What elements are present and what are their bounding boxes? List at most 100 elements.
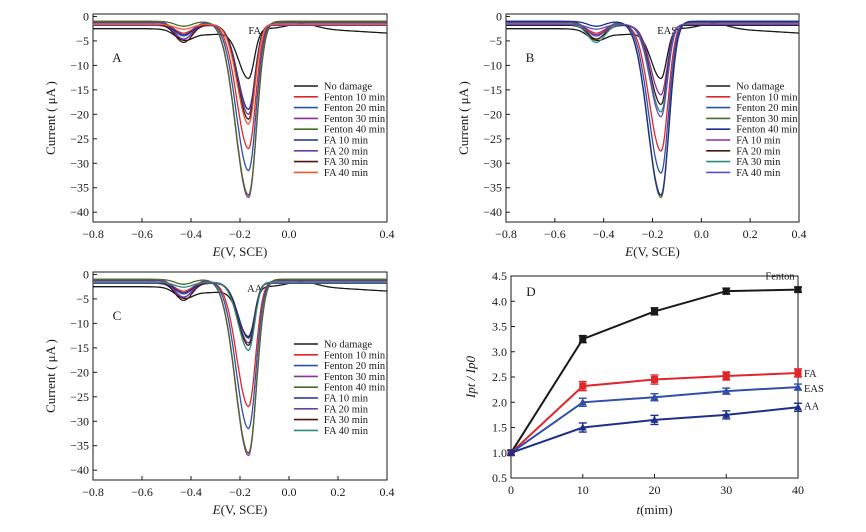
y-tick-label: −25 xyxy=(483,132,502,146)
x-tick-label: 30 xyxy=(720,483,732,497)
y-tick-label: −30 xyxy=(483,156,502,170)
legend-label: FA 30 min xyxy=(324,157,369,168)
y-tick-label: 2.0 xyxy=(492,395,507,409)
legend-label: No damage xyxy=(736,82,784,93)
data-point xyxy=(578,423,587,431)
legend-label: Fenton 40 min xyxy=(324,383,386,394)
panel-c: 0 −5 −10 −15 −20 −25 −30 −35 −40 −0.8 −0.6 −0.4 −0.2… xyxy=(43,267,395,517)
legend-label: FA 20 min xyxy=(324,404,369,415)
y-tick-label: −30 xyxy=(70,414,89,428)
data-point xyxy=(578,398,587,406)
y-tick-label: 2.5 xyxy=(492,370,507,384)
x-axis-label-unit: (V, SCE) xyxy=(221,244,268,259)
data-point xyxy=(794,286,802,294)
data-point xyxy=(722,372,730,380)
data-point xyxy=(722,287,730,295)
curve-fenton-20-min xyxy=(93,279,387,430)
data-point xyxy=(794,403,802,411)
data-point xyxy=(507,448,515,456)
y-tick-label: 0 xyxy=(83,267,89,281)
x-tick-label: 0.4 xyxy=(380,227,395,241)
legend-label: FA 30 min xyxy=(736,157,781,168)
x-tick-label: 0.0 xyxy=(282,485,297,499)
y-tick-label: −35 xyxy=(70,181,89,195)
x-axis-label-symbol: E xyxy=(212,244,221,259)
x-axis-label-unit: (V, SCE) xyxy=(221,502,268,517)
data-point xyxy=(794,369,802,377)
x-tick-label: −0.6 xyxy=(131,227,153,241)
legend-label: FA 20 min xyxy=(324,146,369,157)
legend-label: Fenton 30 min xyxy=(324,372,386,383)
x-axis-label-unit: (mim) xyxy=(640,502,673,517)
curve-fa-20-min xyxy=(506,24,799,106)
x-tick-label: 0.4 xyxy=(380,485,395,499)
y-tick-label: 3.0 xyxy=(492,345,507,359)
series-label: AA xyxy=(804,401,820,412)
y-tick-label: −10 xyxy=(70,316,89,330)
x-tick-label: −0.8 xyxy=(82,227,104,241)
legend-label: Fenton 10 min xyxy=(324,350,386,361)
panel-tag: AA xyxy=(247,284,263,295)
y-tick-label: −40 xyxy=(70,205,89,219)
series-label: Fenton xyxy=(765,272,795,283)
y-tick-label: −15 xyxy=(70,83,89,97)
legend-label: Fenton 40 min xyxy=(324,125,386,136)
curve-fa-40-min xyxy=(93,281,387,352)
x-tick-label: 0 xyxy=(508,483,514,497)
y-tick-label: −10 xyxy=(483,58,502,72)
legend-label: FA 40 min xyxy=(736,168,781,179)
x-tick-label: −0.6 xyxy=(131,485,153,499)
legend-label: Fenton 30 min xyxy=(736,114,798,125)
data-point xyxy=(579,335,587,343)
x-axis-label: t(mim) xyxy=(636,502,672,517)
y-tick-label: −5 xyxy=(76,34,89,48)
panel-d: 0.5 1.0 1.5 2.0 2.5 3.0 3.5 4.0 4.5 0 10 20 30 40 t(mi… xyxy=(463,269,824,517)
x-tick-label: −0.4 xyxy=(180,227,202,241)
y-tick-label: −20 xyxy=(70,107,89,121)
legend-label: Fenton 40 min xyxy=(736,125,798,136)
y-tick-label: −5 xyxy=(76,292,89,306)
y-tick-label: −5 xyxy=(489,34,502,48)
curve-fenton-40-min xyxy=(93,20,387,197)
y-tick-label: 0.5 xyxy=(492,471,507,485)
y-tick-label: 3.5 xyxy=(492,320,507,334)
y-tick-label: 1.5 xyxy=(492,421,507,435)
curve-fenton-20-min xyxy=(506,21,799,175)
panel-letter: B xyxy=(526,50,535,65)
x-tick-label: 40 xyxy=(792,483,804,497)
y-tick-label: −35 xyxy=(70,439,89,453)
x-axis-label-symbol: E xyxy=(624,244,633,259)
panel-b: 0 −5 −10 −15 −20 −25 −30 −35 −40 −0.8 −0.6 −0.4 −0.2… xyxy=(456,9,807,259)
data-point xyxy=(651,307,658,315)
data-point xyxy=(722,410,731,418)
x-axis-label: E(V, SCE) xyxy=(624,244,680,259)
y-axis-label: Current ( μA ) xyxy=(456,81,471,155)
data-point xyxy=(651,376,658,384)
curve-fa-30-min xyxy=(93,281,387,347)
x-tick-label: −0.4 xyxy=(593,227,615,241)
curve-no-damage xyxy=(93,23,388,80)
x-tick-label: 0.4 xyxy=(792,227,807,241)
x-tick-label: 0.0 xyxy=(282,227,297,241)
y-tick-label: 4.0 xyxy=(492,294,507,308)
data-point xyxy=(722,387,731,395)
y-axis-label: Current ( μA ) xyxy=(43,339,58,413)
panel-a: 0 −5 −10 −15 −20 −25 −30 −35 −40 −0.8 −0.6 −0.4 −0.2… xyxy=(43,9,395,259)
data-point xyxy=(650,393,659,401)
x-tick-label: −0.2 xyxy=(229,227,251,241)
legend-label: Fenton 20 min xyxy=(324,361,386,372)
x-tick-label: 0.2 xyxy=(743,227,758,241)
y-tick-label: 0 xyxy=(83,9,89,23)
curve-fa-20-min xyxy=(93,282,387,344)
panel-tag: EAS xyxy=(657,26,677,37)
x-tick-label: −0.4 xyxy=(180,485,202,499)
legend-label: Fenton 10 min xyxy=(324,92,386,103)
y-tick-label: −25 xyxy=(70,132,89,146)
legend-label: FA 30 min xyxy=(324,415,369,426)
y-tick-label: −10 xyxy=(70,58,89,72)
y-tick-label: −20 xyxy=(70,365,89,379)
data-point xyxy=(650,415,659,423)
x-tick-label: 0.2 xyxy=(331,485,346,499)
curve-fenton-20-min xyxy=(93,21,387,172)
